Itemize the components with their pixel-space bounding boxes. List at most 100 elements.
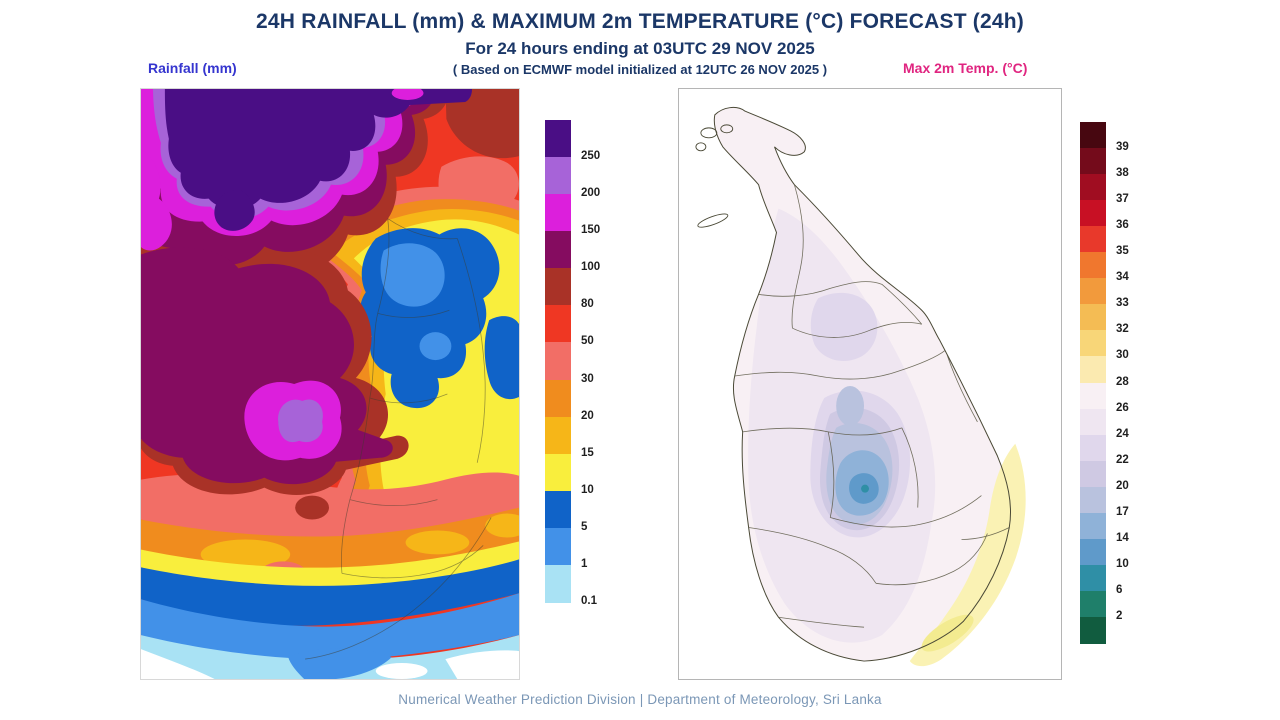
- legend-swatch: [1080, 356, 1106, 384]
- legend-tick-label: 6: [1116, 583, 1123, 596]
- rainfall-map: [140, 88, 520, 680]
- legend-swatch: [545, 527, 571, 566]
- legend-swatch: [1080, 148, 1106, 175]
- region-rain-200-250-mid: [278, 399, 323, 443]
- region-temp-17-20-arm: [836, 385, 865, 426]
- legend-swatch: [1080, 512, 1106, 540]
- temperature-legend: 39 38 37 36 35 34 33 32 30 28 26 24 22 20 17 14 10 6 2: [1080, 122, 1190, 644]
- region-rain-80-100-ne: [445, 89, 519, 159]
- legend-tick-label: 0.1: [581, 595, 597, 608]
- footer-credit: Numerical Weather Prediction Division | …: [398, 692, 882, 707]
- legend-swatch: [545, 157, 571, 195]
- legend-tick-label: 150: [581, 224, 601, 237]
- legend-swatch: [1080, 330, 1106, 358]
- temperature-map: [678, 88, 1062, 680]
- legend-swatch: [545, 453, 571, 492]
- legend-swatch: [545, 268, 571, 306]
- region-rain-dry-se: [445, 650, 519, 679]
- model-init-note: ( Based on ECMWF model initialized at 12…: [452, 62, 828, 77]
- legend-swatch: [1080, 278, 1106, 305]
- legend-tick-label: 37: [1116, 193, 1129, 206]
- legend-swatch: [1080, 460, 1106, 488]
- legend-tick-label: 30: [581, 372, 594, 385]
- legend-tick-label: 33: [1116, 297, 1129, 310]
- region-rain-80-100-spot: [295, 495, 330, 520]
- region-rain-gt250-lobe: [214, 188, 255, 231]
- legend-swatch: [1080, 590, 1106, 618]
- legend-tick-label: 20: [581, 409, 594, 422]
- legend-swatch: [1080, 122, 1106, 149]
- rainfall-map-svg: [141, 89, 519, 679]
- legend-tick-label: 38: [1116, 167, 1129, 180]
- region-temp-28-30-coast: [909, 443, 1026, 667]
- temperature-fill-layers: [748, 208, 936, 643]
- legend-tick-label: 26: [1116, 401, 1129, 414]
- legend-tick-label: 39: [1116, 141, 1129, 154]
- region-temp-6-10-dot: [861, 484, 870, 493]
- district-boundaries: [734, 184, 1010, 628]
- region-rain-1-5-core: [380, 243, 445, 307]
- legend-swatch: [1080, 616, 1106, 644]
- region-rain-5-10-lake-east: [484, 316, 519, 400]
- legend-tick-label: 28: [1116, 375, 1129, 388]
- legend-tick-label: 36: [1116, 219, 1129, 232]
- legend-tick-label: 80: [581, 298, 594, 311]
- islets: [695, 124, 734, 228]
- region-rain-5-10-south: [141, 559, 519, 626]
- legend-tick-label: 14: [1116, 531, 1129, 544]
- district-boundaries-overlay: [305, 218, 492, 660]
- region-rain-15-20-patch2: [405, 530, 470, 555]
- legend-tick-label: 22: [1116, 453, 1129, 466]
- legend-tick-label: 1: [581, 557, 588, 570]
- legend-swatch: [545, 564, 571, 603]
- legend-swatch: [1080, 434, 1106, 462]
- legend-swatch: [1080, 564, 1106, 592]
- legend-swatch: [1080, 382, 1106, 410]
- temperature-map-svg: [695, 106, 1026, 667]
- legend-tick-label: 250: [581, 150, 601, 163]
- legend-swatch: [1080, 304, 1106, 331]
- legend-swatch: [545, 194, 571, 232]
- temperature-panel-label: Max 2m Temp. (°C): [903, 60, 1028, 76]
- legend-tick-label: 20: [1116, 479, 1129, 492]
- coastline: [713, 106, 1012, 662]
- legend-tick-label: 200: [581, 187, 601, 200]
- legend-tick-label: 32: [1116, 323, 1129, 336]
- region-rain-15-20-patch3: [485, 513, 519, 538]
- rainfall-panel-label: Rainfall (mm): [148, 60, 237, 76]
- legend-tick-label: 5: [581, 520, 588, 533]
- legend-tick-label: 100: [581, 261, 601, 274]
- legend-swatch: [545, 416, 571, 455]
- region-rain-1-5-south: [141, 593, 519, 662]
- region-rain-15-20-patch1: [200, 539, 291, 570]
- forecast-valid-time: For 24 hours ending at 03UTC 29 NOV 2025: [465, 39, 815, 58]
- region-rain-10-15-south: [141, 541, 519, 589]
- legend-tick-label: 30: [1116, 349, 1129, 362]
- legend-tick-label: 10: [581, 483, 594, 496]
- legend-swatch: [545, 305, 571, 344]
- legend-swatch: [545, 120, 571, 158]
- legend-tick-label: 15: [581, 446, 594, 459]
- legend-swatch: [545, 490, 571, 529]
- legend-swatch: [545, 379, 571, 418]
- legend-tick-label: 35: [1116, 245, 1129, 258]
- page-title: 24H RAINFALL (mm) & MAXIMUM 2m TEMPERATU…: [256, 10, 1024, 33]
- region-rain-1-5-tongue: [288, 648, 392, 679]
- legend-swatch: [545, 231, 571, 269]
- region-temp-22-24-north: [810, 292, 878, 361]
- legend-tick-label: 24: [1116, 427, 1129, 440]
- legend-swatch: [545, 342, 571, 381]
- legend-tick-label: 34: [1116, 271, 1129, 284]
- legend-swatch: [1080, 200, 1106, 227]
- legend-tick-label: 50: [581, 335, 594, 348]
- legend-swatch: [1080, 408, 1106, 436]
- region-rain-1-5-core2: [419, 332, 452, 361]
- legend-swatch: [1080, 174, 1106, 201]
- rainfall-legend: 250 200 150 100 80 50 30 20 15 10 5 1 0.1: [545, 120, 655, 607]
- region-rain-dry-sw: [141, 649, 215, 679]
- legend-swatch: [1080, 486, 1106, 514]
- legend-swatch: [1080, 538, 1106, 566]
- region-rain-150-200-pocket: [391, 89, 424, 100]
- region-rain-dry-s: [375, 663, 428, 679]
